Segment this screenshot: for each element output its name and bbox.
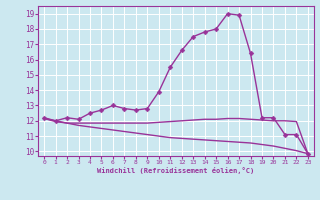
X-axis label: Windchill (Refroidissement éolien,°C): Windchill (Refroidissement éolien,°C) [97, 167, 255, 174]
